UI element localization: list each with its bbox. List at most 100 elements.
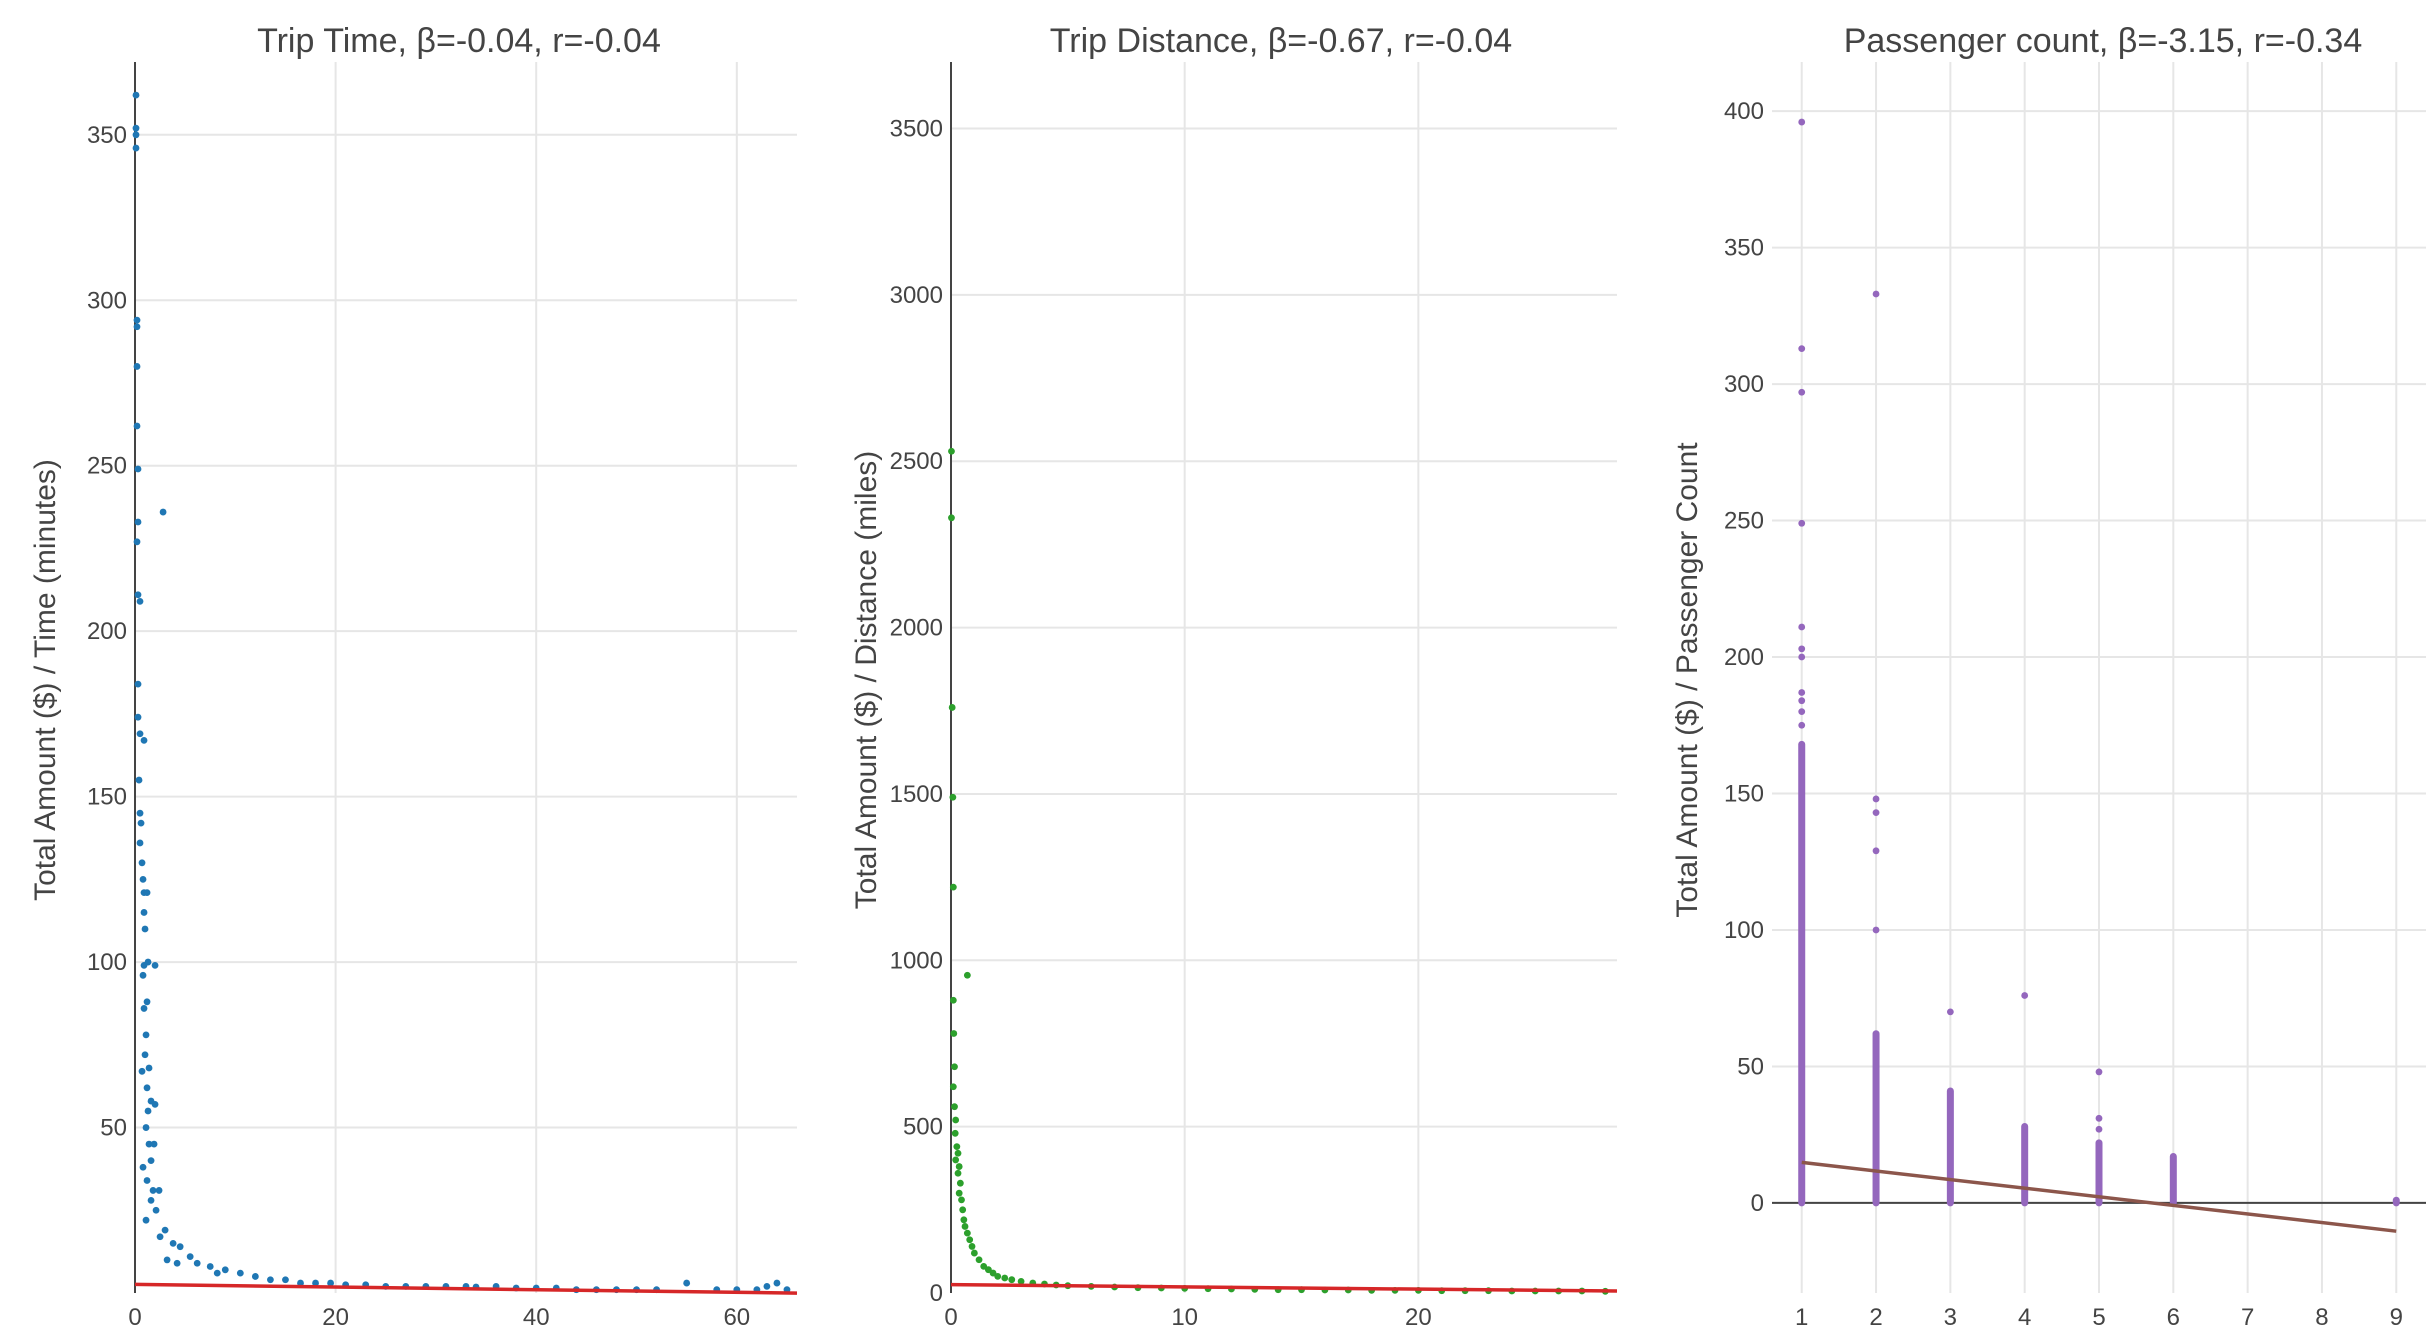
data-point	[1872, 847, 1880, 855]
data-point	[951, 1063, 958, 1071]
data-point	[132, 124, 140, 132]
data-point	[950, 1030, 958, 1037]
data-point	[968, 1243, 976, 1250]
data-point	[141, 925, 149, 933]
x-tick-label: 3	[1944, 1304, 1957, 1331]
y-tick-label: 100	[1724, 917, 1764, 944]
data-point	[994, 1272, 1002, 1280]
data-point	[236, 1269, 244, 1277]
x-tick-label: 20	[1405, 1304, 1432, 1331]
data-point	[948, 704, 956, 711]
x-tick-label: 0	[944, 1304, 957, 1331]
data-point	[1798, 388, 1806, 396]
regression-line	[1801, 1160, 2397, 1233]
data-point	[133, 323, 141, 331]
data-point	[1001, 1274, 1009, 1282]
x-tick-label: 60	[723, 1304, 750, 1331]
y-tick-label: 250	[87, 453, 127, 480]
data-point	[949, 1083, 957, 1091]
data-point	[142, 1216, 150, 1224]
data-point	[139, 971, 147, 979]
data-point	[251, 1273, 259, 1280]
data-point	[150, 1140, 158, 1148]
data-point	[133, 422, 141, 430]
x-tick-label: 9	[2390, 1304, 2403, 1331]
data-point	[136, 809, 144, 817]
data-point	[140, 1005, 148, 1012]
x-tick-label: 10	[1171, 1304, 1198, 1331]
x-tick-label: 6	[2167, 1304, 2180, 1331]
data-point	[1872, 290, 1880, 298]
data-point	[134, 713, 142, 721]
data-point	[132, 91, 140, 99]
y-tick-label: 150	[87, 784, 127, 811]
data-point	[683, 1279, 691, 1287]
y-tick-label: 200	[1724, 644, 1764, 671]
data-point	[949, 883, 957, 891]
y-tick-label: 0	[930, 1280, 943, 1307]
data-point	[955, 1163, 963, 1170]
data-point	[1017, 1277, 1025, 1285]
data-point	[137, 819, 145, 827]
data-point	[152, 1206, 160, 1214]
data-point	[143, 889, 151, 896]
x-tick-label: 1	[1795, 1304, 1808, 1331]
y-tick-label: 300	[87, 287, 127, 314]
data-point	[955, 1189, 963, 1197]
y-tick-label: 350	[1724, 235, 1764, 262]
data-point	[193, 1259, 201, 1267]
data-point	[134, 591, 142, 599]
data-point	[2021, 992, 2029, 999]
data-point	[147, 1196, 155, 1204]
data-point	[951, 1129, 959, 1137]
data-point	[136, 730, 144, 738]
data-point	[952, 1156, 960, 1164]
data-point	[952, 1116, 960, 1124]
data-point	[1798, 653, 1806, 661]
y-tick-label: 500	[903, 1114, 943, 1141]
x-tick-label: 8	[2315, 1304, 2328, 1331]
y-tick-label: 1000	[890, 947, 943, 974]
data-point	[948, 514, 955, 522]
x-tick-label: 5	[2092, 1304, 2105, 1331]
y-axis-title-passenger-count: Total Amount ($) / Passenger Count	[1671, 442, 1704, 918]
data-point	[169, 1239, 177, 1247]
data-point	[2095, 1114, 2103, 1122]
data-point	[133, 316, 141, 324]
data-point	[142, 1124, 150, 1131]
data-point	[961, 1223, 969, 1230]
data-point	[133, 363, 141, 370]
data-point	[1946, 1008, 1954, 1016]
y-tick-label: 1500	[890, 781, 943, 808]
data-point	[763, 1282, 771, 1290]
data-point	[151, 961, 159, 969]
data-point	[134, 518, 142, 526]
data-point	[1798, 645, 1806, 653]
data-point	[151, 1100, 159, 1108]
data-point	[133, 538, 141, 546]
data-point	[186, 1253, 194, 1260]
data-point	[282, 1276, 289, 1284]
x-tick-label: 2	[1869, 1304, 1882, 1331]
x-tick-label: 40	[523, 1304, 550, 1331]
y-tick-label: 400	[1724, 98, 1764, 125]
data-point	[138, 1067, 146, 1075]
data-point	[312, 1279, 319, 1287]
data-point	[132, 131, 140, 139]
data-point	[140, 961, 148, 969]
data-point	[958, 1196, 965, 1204]
x-tick-label: 7	[2241, 1304, 2254, 1331]
data-point	[140, 736, 148, 744]
data-point	[1798, 721, 1806, 729]
data-point	[327, 1279, 334, 1287]
data-point	[144, 1107, 152, 1115]
data-point	[2095, 1125, 2103, 1133]
data-point	[221, 1266, 229, 1274]
data-point	[1798, 345, 1806, 352]
data-point	[951, 1103, 958, 1111]
panel-trip-distance: 0 10 20 0 500 1000 1500 2000 2500 3000 3500 Trip Di…	[850, 22, 1618, 1331]
data-point	[1872, 926, 1880, 934]
data-point	[145, 1140, 153, 1148]
data-point	[156, 1233, 164, 1241]
data-point	[161, 1226, 169, 1234]
